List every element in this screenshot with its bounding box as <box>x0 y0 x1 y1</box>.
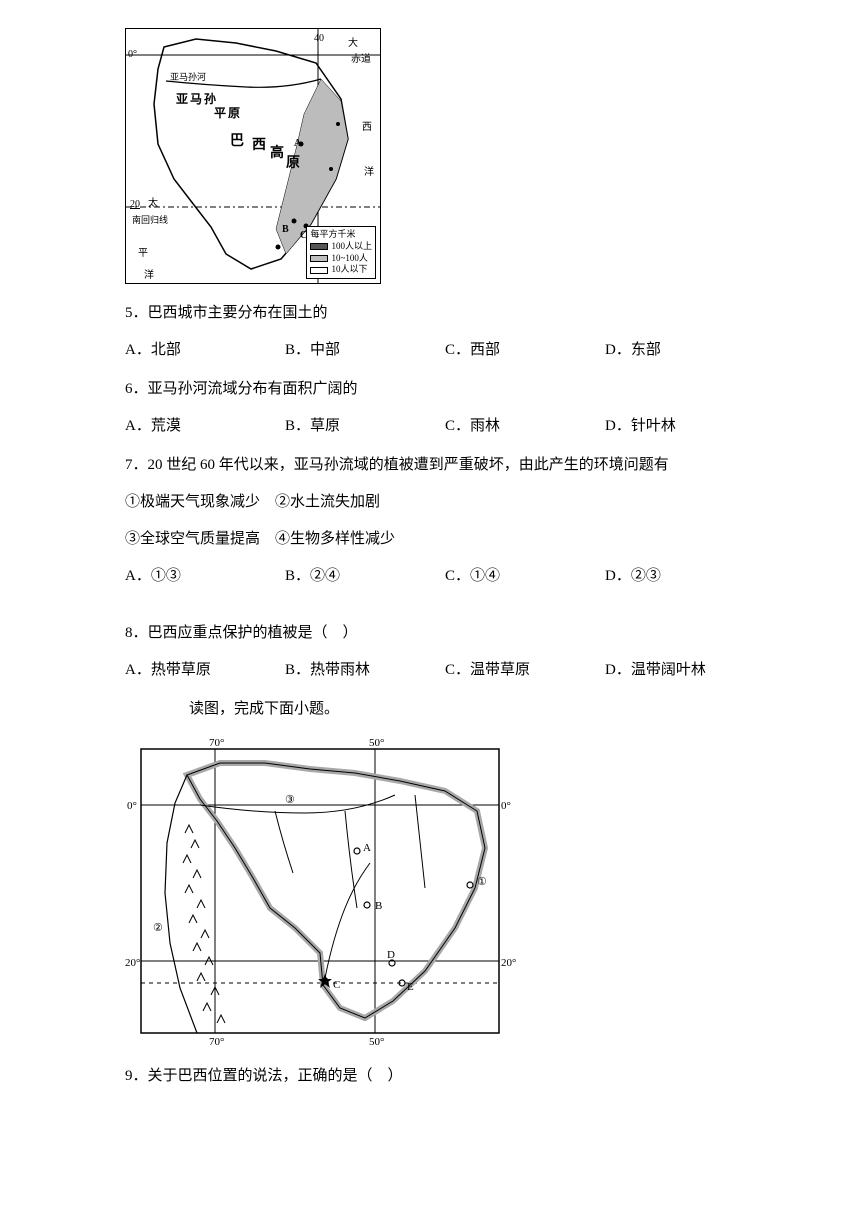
legend-swatch-2 <box>310 255 328 262</box>
map1-legend: 每平方千米 100人以上 10~100人 10人以下 <box>306 226 376 279</box>
intro-read-map: 读图，完成下面小题。 <box>125 696 740 723</box>
q7-option-d: D．②③ <box>605 563 765 590</box>
q7-option-a: A．①③ <box>125 563 285 590</box>
legend-row-1: 100人以上 <box>310 241 372 253</box>
q5-option-b: B．中部 <box>285 337 445 364</box>
q5-options: A．北部 B．中部 C．西部 D．东部 <box>125 337 740 364</box>
map1-equator-zero: 0° <box>128 46 137 64</box>
map1-lon40: 40 <box>314 30 324 48</box>
q7-option-b: B．②④ <box>285 563 445 590</box>
q6-option-b: B．草原 <box>285 413 445 440</box>
q7-text: 7．20 世纪 60 年代以来，亚马孙流域的植被遭到严重破坏，由此产生的环境问题… <box>125 452 740 479</box>
map1-amazon-river: 亚马孙河 <box>170 69 206 85</box>
q7-statements2: ③全球空气质量提高 ④生物多样性减少 <box>125 526 740 553</box>
map1-point-a: A <box>294 135 301 153</box>
map1-xi: 西 <box>362 119 372 137</box>
map1-chidao: 赤道 <box>351 51 371 69</box>
map1-plateau1: 高 <box>270 141 284 166</box>
map2-point-e: E <box>407 978 414 998</box>
map1-yang2: 洋 <box>144 267 154 284</box>
map2-point-d: D <box>387 946 395 966</box>
map2-circle2: ② <box>153 919 163 939</box>
map2-figure: 70° 50° 0° 0° 20° 20° 70° 50° A B C D E … <box>125 733 515 1049</box>
q7-options: A．①③ B．②④ C．①④ D．②③ <box>125 563 740 590</box>
map2-svg <box>125 733 515 1049</box>
q5-option-c: C．西部 <box>445 337 605 364</box>
map1-point-b: B <box>282 221 289 239</box>
q5-option-d: D．东部 <box>605 337 765 364</box>
q6-option-c: C．雨林 <box>445 413 605 440</box>
q8-option-b: B．热带雨林 <box>285 657 445 684</box>
legend-row-2: 10~100人 <box>310 253 372 265</box>
map2-point-b: B <box>375 897 382 917</box>
q8-option-c: C．温带草原 <box>445 657 605 684</box>
map1-ping: 平 <box>138 245 148 263</box>
legend-swatch-3 <box>310 267 328 274</box>
map2-lat0-right: 0° <box>501 797 511 817</box>
map2-lat20-right: 20° <box>501 954 516 974</box>
q7-option-c: C．①④ <box>445 563 605 590</box>
map1-figure: 0° 40 大 赤道 亚马孙河 亚马孙 平原 巴 西 高 原 A 西 洋 20 … <box>125 28 381 284</box>
legend-text-2: 10~100人 <box>331 253 367 265</box>
map2-lon50-bot: 50° <box>369 1033 384 1053</box>
map1-amazon-text1: 亚马孙 <box>176 89 218 111</box>
map2-lon70-bot: 70° <box>209 1033 224 1053</box>
legend-swatch-1 <box>310 243 328 250</box>
legend-text-3: 10人以下 <box>331 264 367 276</box>
map1-brazil2: 西 <box>252 133 266 158</box>
q7-statements1: ①极端天气现象减少 ②水土流失加剧 <box>125 489 740 516</box>
map1-amazon-text2: 平原 <box>214 103 242 125</box>
map1-plateau2: 原 <box>286 151 300 176</box>
q8-options: A．热带草原 B．热带雨林 C．温带草原 D．温带阔叶林 <box>125 657 740 684</box>
map2-circle1: ① <box>477 873 487 893</box>
q5-text: 5．巴西城市主要分布在国土的 <box>125 300 740 327</box>
legend-row-3: 10人以下 <box>310 264 372 276</box>
q5-option-a: A．北部 <box>125 337 285 364</box>
map2-lat0-left: 0° <box>127 797 137 817</box>
q9-text: 9．关于巴西位置的说法，正确的是（ ） <box>125 1063 740 1090</box>
q6-option-d: D．针叶林 <box>605 413 765 440</box>
legend-title: 每平方千米 <box>310 229 372 241</box>
q6-options: A．荒漠 B．草原 C．雨林 D．针叶林 <box>125 413 740 440</box>
map2-point-c: C <box>333 976 340 996</box>
q8-text: 8．巴西应重点保护的植被是（ ） <box>125 620 740 647</box>
legend-text-1: 100人以上 <box>331 241 372 253</box>
map2-lat20-left: 20° <box>125 954 140 974</box>
q8-option-a: A．热带草原 <box>125 657 285 684</box>
map2-lon50-top: 50° <box>369 734 384 754</box>
q6-text: 6．亚马孙河流域分布有面积广阔的 <box>125 376 740 403</box>
map2-lon70-top: 70° <box>209 734 224 754</box>
map1-tai: 太 <box>148 195 158 213</box>
q6-option-a: A．荒漠 <box>125 413 285 440</box>
map2-circle3: ③ <box>285 791 295 811</box>
map1-brazil1: 巴 <box>230 129 244 154</box>
map1-yang: 洋 <box>364 164 374 182</box>
map1-tropic: 南回归线 <box>132 212 168 228</box>
map2-point-a: A <box>363 839 371 859</box>
q8-option-d: D．温带阔叶林 <box>605 657 765 684</box>
